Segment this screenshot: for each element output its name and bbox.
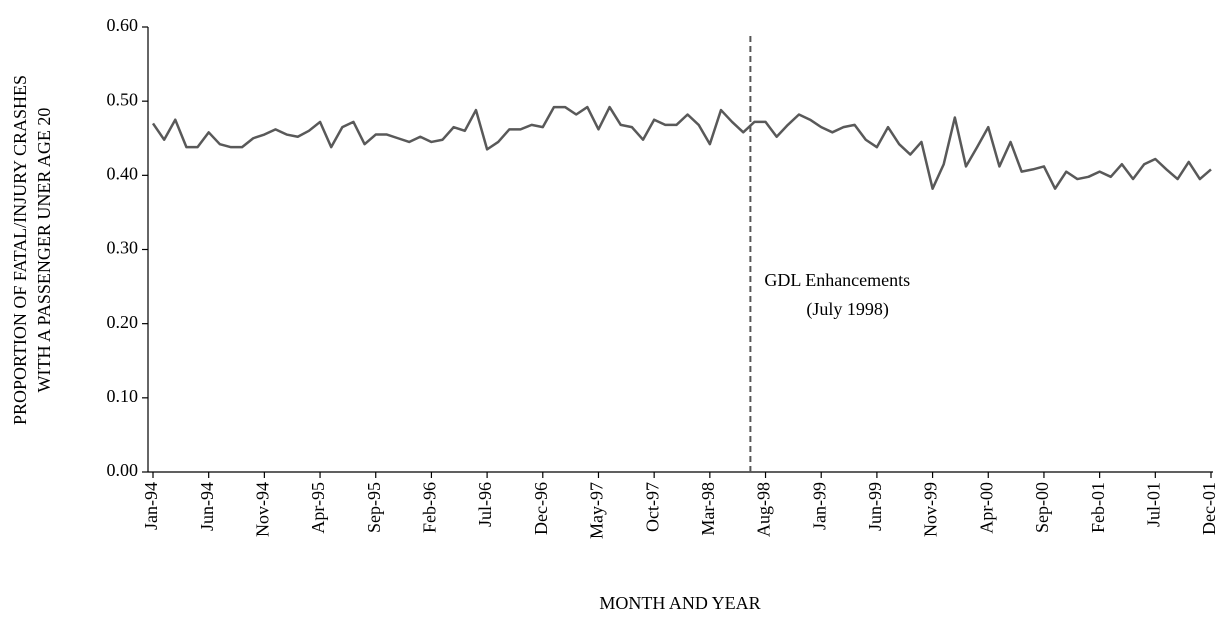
x-tick-label: Apr-95 bbox=[308, 482, 328, 534]
x-tick-label: Jan-94 bbox=[141, 482, 161, 530]
y-tick-label: 0.60 bbox=[107, 15, 139, 35]
x-tick-label: Dec-96 bbox=[531, 482, 551, 535]
x-tick-label: Jun-94 bbox=[197, 482, 217, 531]
y-tick-label: 0.20 bbox=[107, 312, 139, 332]
x-tick-label: Nov-99 bbox=[921, 482, 941, 537]
x-tick-label: Feb-01 bbox=[1088, 482, 1108, 533]
y-tick-label: 0.40 bbox=[107, 163, 139, 183]
x-tick-label: Jul-01 bbox=[1143, 482, 1163, 527]
y-axis-title: PROPORTION OF FATAL/INJURY CRASHES bbox=[10, 75, 30, 425]
annotation: GDL Enhancements bbox=[764, 270, 910, 290]
y-tick-label: 0.10 bbox=[107, 386, 139, 406]
x-tick-label: Jun-99 bbox=[865, 482, 885, 531]
x-tick-label: Sep-00 bbox=[1032, 482, 1052, 533]
x-tick-label: Mar-98 bbox=[698, 482, 718, 536]
data-line bbox=[151, 105, 1212, 190]
x-tick-label: Sep-95 bbox=[364, 482, 384, 533]
annotation: (July 1998) bbox=[806, 299, 889, 320]
x-tick-label: Feb-96 bbox=[420, 482, 440, 533]
x-tick-label: Jul-96 bbox=[475, 482, 495, 527]
x-tick-label: Apr-00 bbox=[976, 482, 996, 534]
y-tick-label: 0.00 bbox=[107, 460, 139, 480]
y-tick-label: 0.50 bbox=[107, 89, 139, 109]
x-tick-label: Oct-97 bbox=[642, 482, 662, 532]
x-axis-title: MONTH AND YEAR bbox=[599, 593, 760, 613]
x-tick-label: Jan-99 bbox=[809, 482, 829, 530]
y-axis-title: WITH A PASSENGER UNER AGE 20 bbox=[34, 108, 54, 393]
x-tick-label: Dec-01 bbox=[1199, 482, 1219, 535]
x-tick-label: May-97 bbox=[587, 482, 607, 539]
x-tick-label: Aug-98 bbox=[754, 482, 774, 537]
y-tick-label: 0.30 bbox=[107, 238, 139, 258]
x-tick-label: Nov-94 bbox=[252, 482, 272, 537]
